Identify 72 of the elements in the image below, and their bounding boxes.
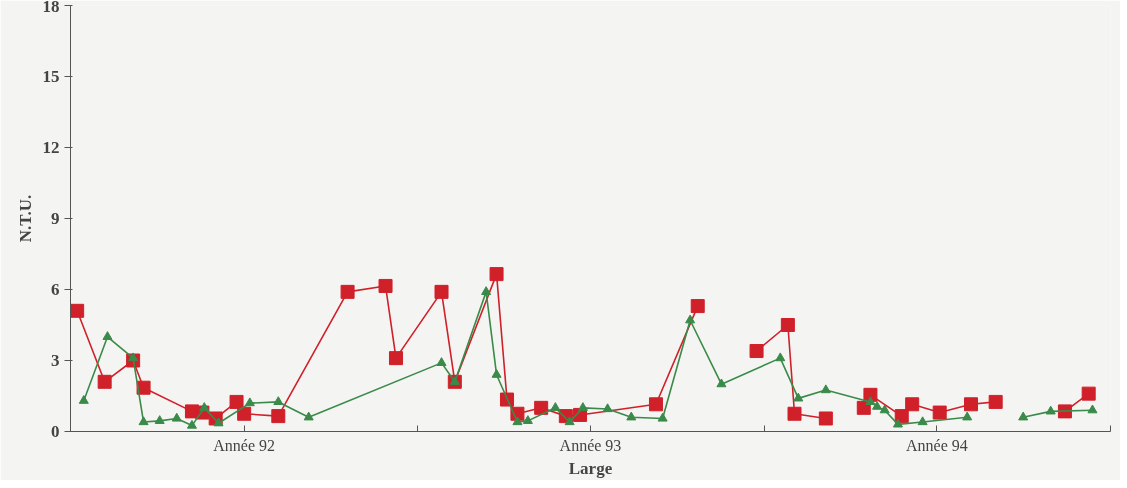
- point: [481, 286, 492, 295]
- point: [685, 314, 696, 324]
- point: [780, 318, 795, 332]
- point: [793, 392, 804, 402]
- point: [271, 409, 286, 424]
- point: [244, 397, 255, 407]
- point: [186, 419, 197, 429]
- point: [988, 394, 1003, 409]
- point: [690, 299, 705, 314]
- y-tick-label: 15: [42, 67, 60, 86]
- point: [97, 374, 112, 389]
- point: [1045, 405, 1056, 415]
- point: [917, 416, 928, 426]
- x-tick-label: Année 94: [905, 436, 968, 454]
- point: [512, 416, 523, 426]
- point: [489, 267, 504, 282]
- point: [749, 344, 764, 359]
- y-axis-title: N.T.U.: [15, 194, 35, 243]
- point: [962, 411, 973, 421]
- point: [818, 411, 833, 426]
- point: [626, 411, 637, 421]
- point: [128, 352, 139, 362]
- point: [787, 406, 802, 421]
- point: [229, 394, 244, 409]
- point: [1087, 404, 1098, 414]
- point: [303, 411, 314, 421]
- point: [905, 397, 920, 412]
- y-tick-label: 3: [51, 351, 60, 370]
- point: [648, 397, 663, 412]
- point: [237, 406, 252, 421]
- point: [213, 417, 224, 427]
- y-tick-label: 0: [51, 422, 60, 441]
- x-tick-label: Année 92: [213, 436, 276, 454]
- point: [577, 402, 588, 411]
- point: [340, 284, 355, 299]
- x-tick-label: Année 93: [559, 436, 622, 454]
- point: [872, 400, 883, 410]
- point: [865, 396, 876, 406]
- point: [491, 369, 502, 378]
- point: [564, 416, 575, 426]
- point: [70, 303, 85, 318]
- point: [820, 384, 831, 394]
- point: [449, 376, 460, 385]
- point: [154, 415, 165, 424]
- point: [716, 378, 727, 388]
- point: [1081, 386, 1096, 401]
- point: [273, 396, 284, 406]
- point: [378, 278, 393, 293]
- point: [964, 397, 979, 412]
- point: [550, 402, 561, 411]
- y-tick-label: 18: [42, 0, 60, 16]
- point: [932, 405, 947, 420]
- point: [775, 352, 786, 362]
- y-tick-label: 9: [51, 209, 60, 228]
- x-axis-title: Large: [568, 458, 613, 478]
- point: [892, 418, 903, 428]
- point: [388, 351, 403, 366]
- point: [522, 415, 533, 424]
- point: [534, 400, 549, 415]
- point: [657, 412, 668, 422]
- point: [1018, 411, 1029, 421]
- point: [171, 412, 182, 422]
- y-tick-label: 6: [51, 280, 60, 299]
- point: [199, 402, 210, 411]
- point: [78, 395, 89, 404]
- point: [602, 403, 613, 413]
- point: [102, 331, 113, 340]
- point: [879, 404, 890, 414]
- y-tick-label: 12: [42, 138, 60, 157]
- point: [138, 416, 149, 426]
- point: [436, 357, 447, 366]
- point: [434, 284, 449, 299]
